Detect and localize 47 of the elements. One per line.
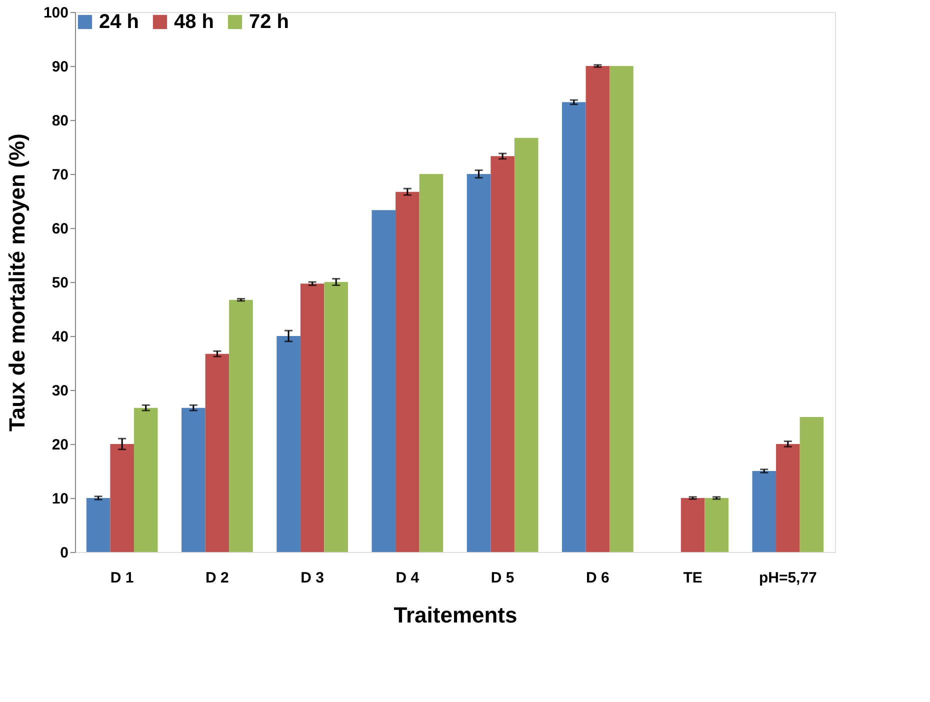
bar xyxy=(205,354,230,552)
y-tick-label: 90 xyxy=(52,58,68,76)
x-tick-label: D 2 xyxy=(206,570,229,586)
x-tick-label: D 3 xyxy=(300,570,324,586)
bar xyxy=(324,282,348,552)
x-axis-title: Traitements xyxy=(394,602,518,628)
bar xyxy=(490,156,514,552)
legend-label: 48 h xyxy=(174,11,214,33)
bar xyxy=(776,444,800,552)
bar xyxy=(276,336,300,552)
y-tick-label: 40 xyxy=(52,328,68,346)
bar xyxy=(680,498,705,552)
y-tick-label: 60 xyxy=(52,220,68,238)
y-tick-label: 80 xyxy=(52,112,68,130)
bar xyxy=(514,138,538,552)
legend-label: 24 h xyxy=(99,11,140,33)
bar xyxy=(396,192,420,552)
y-tick-label: 70 xyxy=(52,166,68,184)
bar xyxy=(300,284,324,552)
bar xyxy=(752,471,776,552)
legend-label: 72 h xyxy=(249,11,290,33)
bar xyxy=(86,498,110,552)
y-tick-label: 30 xyxy=(52,382,68,400)
x-tick-label: TE xyxy=(683,570,702,586)
bar xyxy=(704,498,728,552)
y-tick-label: 10 xyxy=(52,490,68,508)
y-tick-label: 100 xyxy=(43,4,68,22)
x-tick-label: D 5 xyxy=(490,570,514,586)
bar xyxy=(800,417,824,552)
y-tick-label: 50 xyxy=(52,274,68,292)
y-axis-title: Taux de mortalité moyen (%) xyxy=(4,134,30,432)
x-tick-label: pH=5,77 xyxy=(758,570,817,586)
bar xyxy=(419,174,444,552)
bar xyxy=(466,174,491,552)
bar xyxy=(110,444,134,552)
bar xyxy=(586,66,610,552)
bar xyxy=(562,102,586,552)
bar xyxy=(134,408,158,552)
bar xyxy=(372,210,396,552)
y-tick-label: 20 xyxy=(52,436,68,454)
x-tick-label: D 6 xyxy=(586,570,610,586)
bar xyxy=(182,408,206,552)
y-tick-label: 0 xyxy=(60,544,68,562)
bar xyxy=(610,66,634,552)
bar xyxy=(229,300,253,552)
x-tick-label: D 4 xyxy=(396,570,420,586)
x-tick-label: D 1 xyxy=(110,570,134,586)
